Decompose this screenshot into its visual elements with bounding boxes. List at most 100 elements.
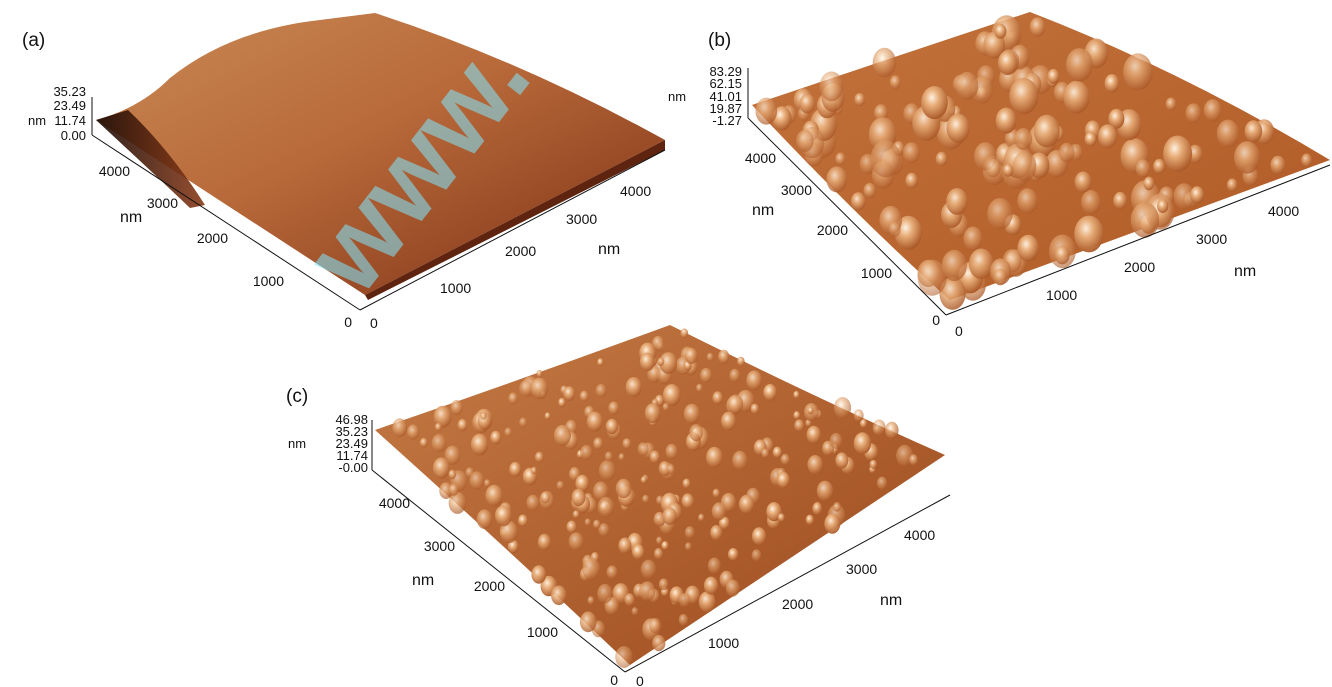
surface-peak bbox=[1009, 78, 1039, 115]
panel-a-x-tick: 3000 bbox=[566, 211, 597, 227]
panel-b-y-tick: 3000 bbox=[781, 182, 812, 198]
panel-c-z-tick: 11.74 bbox=[336, 448, 368, 463]
surface-peak bbox=[763, 384, 777, 401]
panel-c-x-tick: 4000 bbox=[904, 527, 935, 543]
surface-peak bbox=[859, 418, 868, 428]
surface-peak bbox=[637, 442, 649, 457]
surface-peak bbox=[885, 421, 899, 439]
panel-c-x-unit: nm bbox=[880, 592, 902, 609]
panel-c-z-tick: 46.98 bbox=[335, 412, 368, 427]
surface-peak bbox=[480, 412, 487, 420]
surface-peak bbox=[448, 491, 467, 514]
panel-b-z-tick: 83.29 bbox=[709, 64, 742, 79]
surface-peak bbox=[608, 401, 620, 415]
surface-peak bbox=[434, 422, 442, 432]
surface-peak bbox=[706, 446, 723, 468]
surface-peak bbox=[605, 418, 619, 435]
surface-peak bbox=[551, 585, 567, 606]
surface-peak bbox=[450, 400, 463, 416]
surface-peak bbox=[662, 384, 681, 407]
surface-peak bbox=[1033, 114, 1060, 148]
surface-peak bbox=[935, 151, 948, 167]
surface-peak bbox=[632, 544, 645, 560]
panel-c-y-tick: 0 bbox=[610, 672, 618, 687]
surface-peak bbox=[995, 107, 1017, 134]
panel-a-z-tick: 0.00 bbox=[61, 128, 86, 143]
surface-peak bbox=[684, 542, 692, 551]
surface-peak bbox=[587, 596, 595, 605]
surface-peak bbox=[566, 520, 577, 534]
surface-peak bbox=[659, 352, 678, 374]
surface-peak bbox=[1047, 68, 1060, 84]
panel-a-y-unit: nm bbox=[120, 209, 142, 226]
panel-c-x-tick: 2000 bbox=[782, 596, 813, 612]
surface-peak bbox=[1123, 53, 1153, 91]
surface-peak bbox=[725, 579, 740, 597]
surface-peak bbox=[994, 23, 1007, 39]
surface-peak bbox=[1130, 202, 1160, 238]
surface-peak bbox=[1098, 124, 1118, 149]
surface-peak bbox=[665, 443, 678, 460]
panel-a-right-edge bbox=[365, 140, 665, 300]
surface-peak bbox=[909, 454, 918, 466]
surface-peak bbox=[642, 494, 650, 504]
panel-b-y-tick: 1000 bbox=[861, 265, 892, 281]
surface-peak bbox=[997, 50, 1018, 76]
surface-peak bbox=[793, 390, 800, 399]
surface-peak bbox=[863, 182, 876, 199]
surface-peak bbox=[593, 437, 603, 450]
surface-peak bbox=[507, 539, 519, 554]
surface-peak bbox=[905, 172, 918, 189]
surface-peak bbox=[683, 403, 701, 424]
surface-peak bbox=[727, 394, 744, 414]
surface-peak bbox=[835, 452, 849, 469]
surface-peak bbox=[993, 268, 1007, 286]
surface-peak bbox=[457, 418, 468, 432]
surface-peak bbox=[649, 450, 660, 464]
panel-c-x-tick: 3000 bbox=[846, 561, 877, 577]
surface-peak bbox=[1234, 141, 1261, 174]
surface-peak bbox=[777, 513, 785, 522]
surface-peak bbox=[684, 347, 698, 364]
surface-peak bbox=[544, 412, 551, 420]
surface-peak bbox=[680, 328, 689, 339]
panel-b-x-unit: nm bbox=[1234, 263, 1256, 280]
panel-b-peaks bbox=[755, 15, 1312, 310]
surface-peak bbox=[584, 518, 591, 527]
panel-c-x-tick: 0 bbox=[636, 673, 644, 687]
surface-peak bbox=[698, 513, 705, 522]
surface-peak bbox=[656, 536, 663, 545]
panel-c-y-unit: nm bbox=[412, 572, 434, 589]
surface-peak bbox=[894, 215, 922, 250]
surface-peak bbox=[766, 502, 782, 522]
surface-peak bbox=[571, 488, 586, 507]
panel-a-z-tick: 23.49 bbox=[53, 98, 86, 113]
surface-peak bbox=[644, 403, 661, 423]
surface-peak bbox=[752, 527, 767, 546]
surface-peak bbox=[654, 548, 663, 560]
surface-peak bbox=[476, 509, 493, 529]
surface-peak bbox=[793, 411, 801, 420]
surface-peak bbox=[710, 525, 723, 541]
surface-peak bbox=[987, 198, 1013, 230]
surface-peak bbox=[431, 434, 447, 453]
surface-peak bbox=[678, 613, 689, 626]
surface-peak bbox=[1113, 191, 1128, 210]
surface-peak bbox=[700, 367, 713, 383]
surface-peak bbox=[772, 446, 782, 458]
surface-peak bbox=[586, 411, 603, 432]
surface-peak bbox=[1017, 234, 1039, 262]
surface-peak bbox=[799, 93, 816, 114]
surface-peak bbox=[921, 86, 948, 120]
surface-peak bbox=[684, 526, 695, 539]
surface-peak bbox=[604, 451, 613, 462]
surface-peak bbox=[1157, 199, 1169, 214]
surface-peak bbox=[392, 418, 408, 438]
surface-peak bbox=[1066, 48, 1093, 82]
surface-peak bbox=[780, 453, 790, 466]
surface-peak bbox=[606, 565, 618, 579]
surface-peak bbox=[1002, 163, 1014, 177]
surface-peak bbox=[941, 249, 967, 282]
surface-peak bbox=[872, 419, 886, 436]
surface-peak bbox=[968, 248, 994, 280]
